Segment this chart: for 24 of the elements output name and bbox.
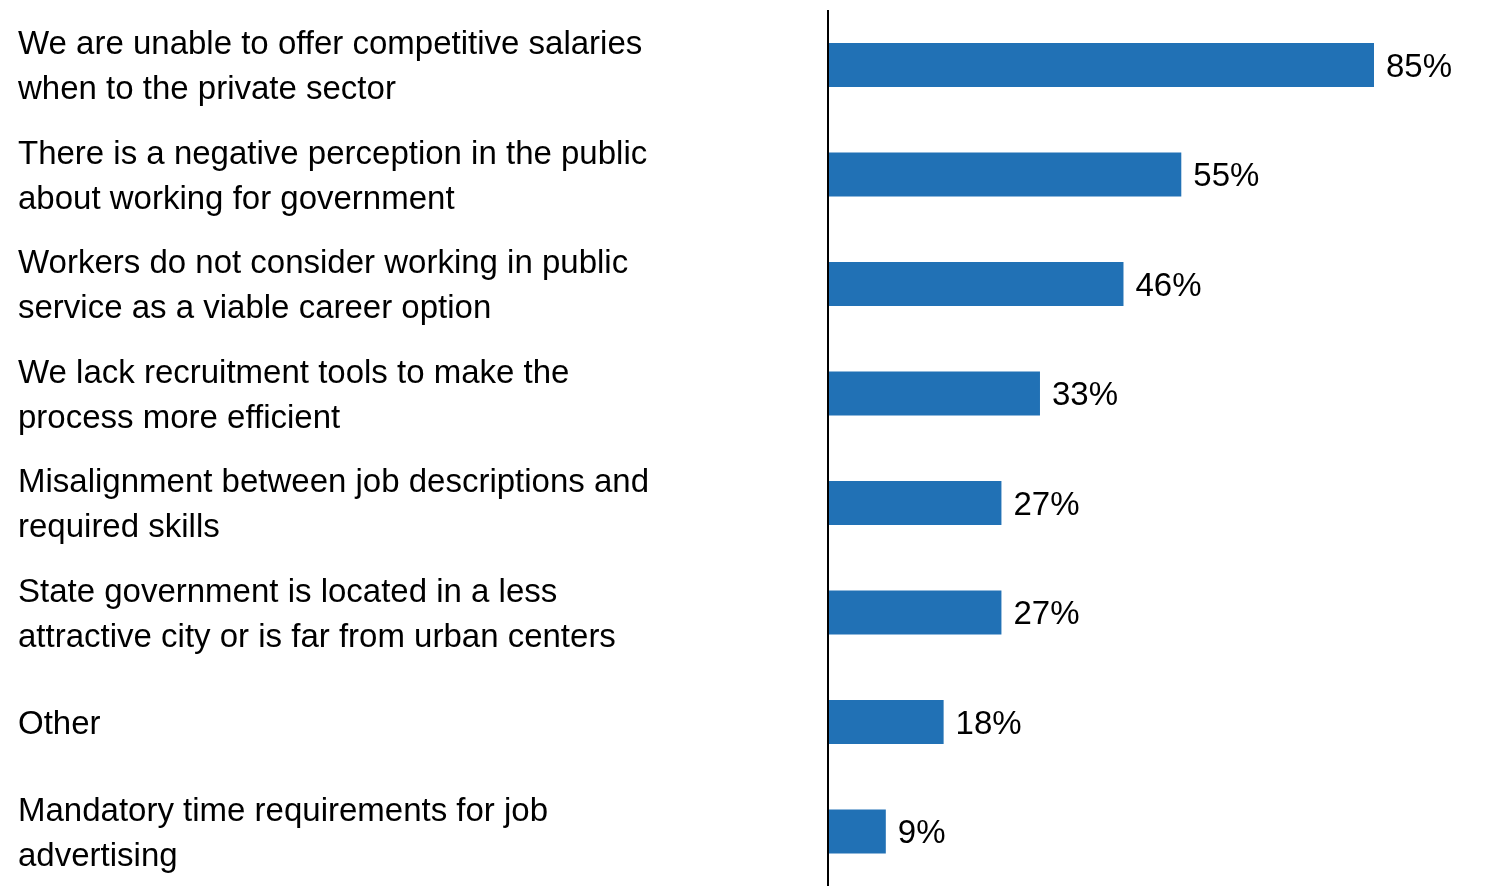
data-label: 46%	[1135, 265, 1202, 303]
y-tick-label: Workers do not consider working in public service as a viable career option	[18, 242, 629, 325]
data-label: 33%	[1051, 375, 1119, 413]
data-label: 27%	[1013, 484, 1080, 522]
data-label: 27%	[1013, 594, 1080, 632]
bar	[828, 481, 1002, 525]
data-label: 85%	[1386, 46, 1453, 84]
bar	[828, 43, 1374, 87]
bar	[828, 262, 1124, 306]
y-tick-label: Misalignment between job descriptions and required skills	[18, 461, 650, 544]
data-label: 9%	[897, 813, 946, 851]
bar	[828, 371, 1040, 416]
y-tick-label: State government is located in a less attractive city or is far from urban centers	[18, 571, 616, 654]
y-tick-label: We are unable to offer competitive salaries when to the private sector	[17, 23, 643, 106]
bar	[828, 152, 1182, 197]
data-label: 18%	[955, 703, 1022, 741]
y-tick-label: Mandatory time requirements for job advertising	[18, 790, 549, 873]
bar	[828, 700, 944, 744]
y-tick-label: There is a negative perception in the public about working for government	[18, 133, 648, 216]
y-tick-label: We lack recruitment tools to make the process more efficient	[18, 352, 570, 435]
bar	[828, 809, 886, 854]
data-label: 55%	[1193, 156, 1260, 194]
bar	[828, 590, 1002, 635]
y-tick-label: Other	[18, 703, 101, 741]
